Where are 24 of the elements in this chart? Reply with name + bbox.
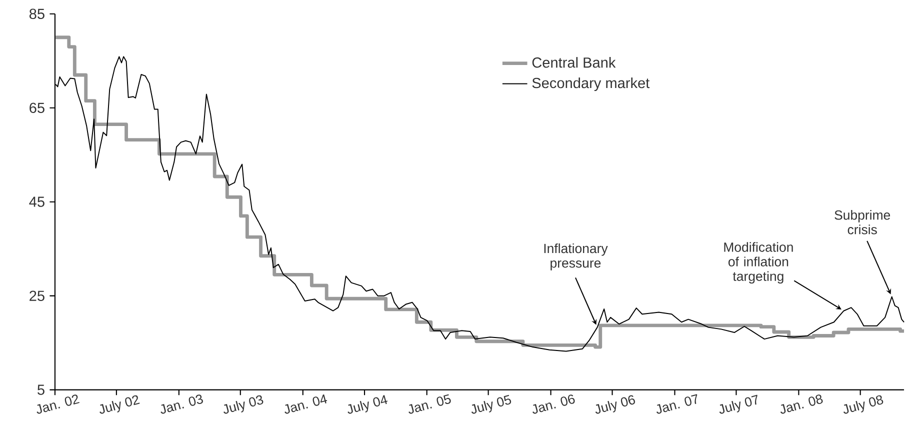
legend-label: Central Bank xyxy=(532,56,616,68)
x-tick-label: Jan. 05 xyxy=(408,394,451,414)
x-tick-label: July 06 xyxy=(595,395,635,414)
y-tick-label: 5 xyxy=(38,384,44,395)
y-tick-label: 25 xyxy=(30,290,44,301)
x-tick-label: Jan. 04 xyxy=(284,394,328,414)
x-tick-label: July 03 xyxy=(223,395,264,414)
x-tick-label: July 07 xyxy=(719,394,758,414)
y-tick-label: 45 xyxy=(29,196,44,207)
x-tick-label: July 02 xyxy=(100,395,140,414)
x-tick-label: July 08 xyxy=(843,395,884,414)
x-tick-label: July 05 xyxy=(471,394,512,414)
y-tick-label: 85 xyxy=(29,8,44,19)
x-tick-label: Jan. 08 xyxy=(780,394,823,414)
x-tick-label: July 04 xyxy=(348,394,388,414)
legend-label: Secondary market xyxy=(532,77,650,91)
y-tick-label: 65 xyxy=(30,102,44,113)
x-tick-label: Jan. 02 xyxy=(36,394,80,414)
x-tick-label: Jan. 06 xyxy=(532,394,575,414)
annotation: Subprime crisis xyxy=(834,210,890,234)
x-tick-label: Jan. 07 xyxy=(656,394,698,414)
annotation: Modification of inflation targeting xyxy=(724,242,793,284)
x-tick-label: Jan. 03 xyxy=(160,394,203,414)
annotation: Inflationary pressure xyxy=(544,243,608,270)
